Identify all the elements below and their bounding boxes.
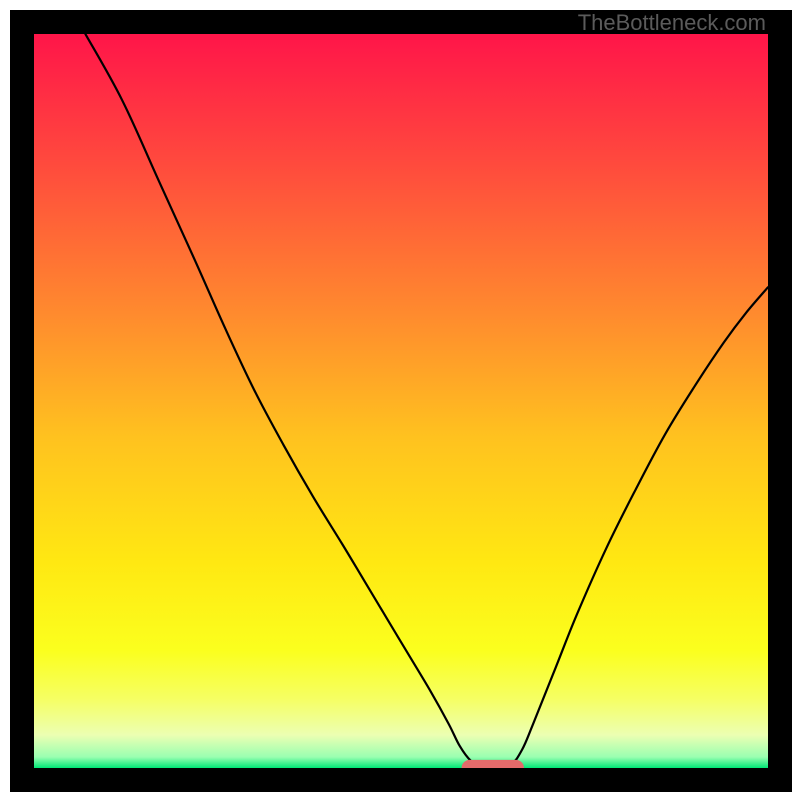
watermark-text: TheBottleneck.com xyxy=(578,10,766,36)
plot-svg xyxy=(34,34,768,768)
optimum-marker xyxy=(462,760,524,768)
plot-area xyxy=(34,34,768,768)
gradient-background xyxy=(34,34,768,768)
chart-frame: TheBottleneck.com xyxy=(0,0,800,800)
